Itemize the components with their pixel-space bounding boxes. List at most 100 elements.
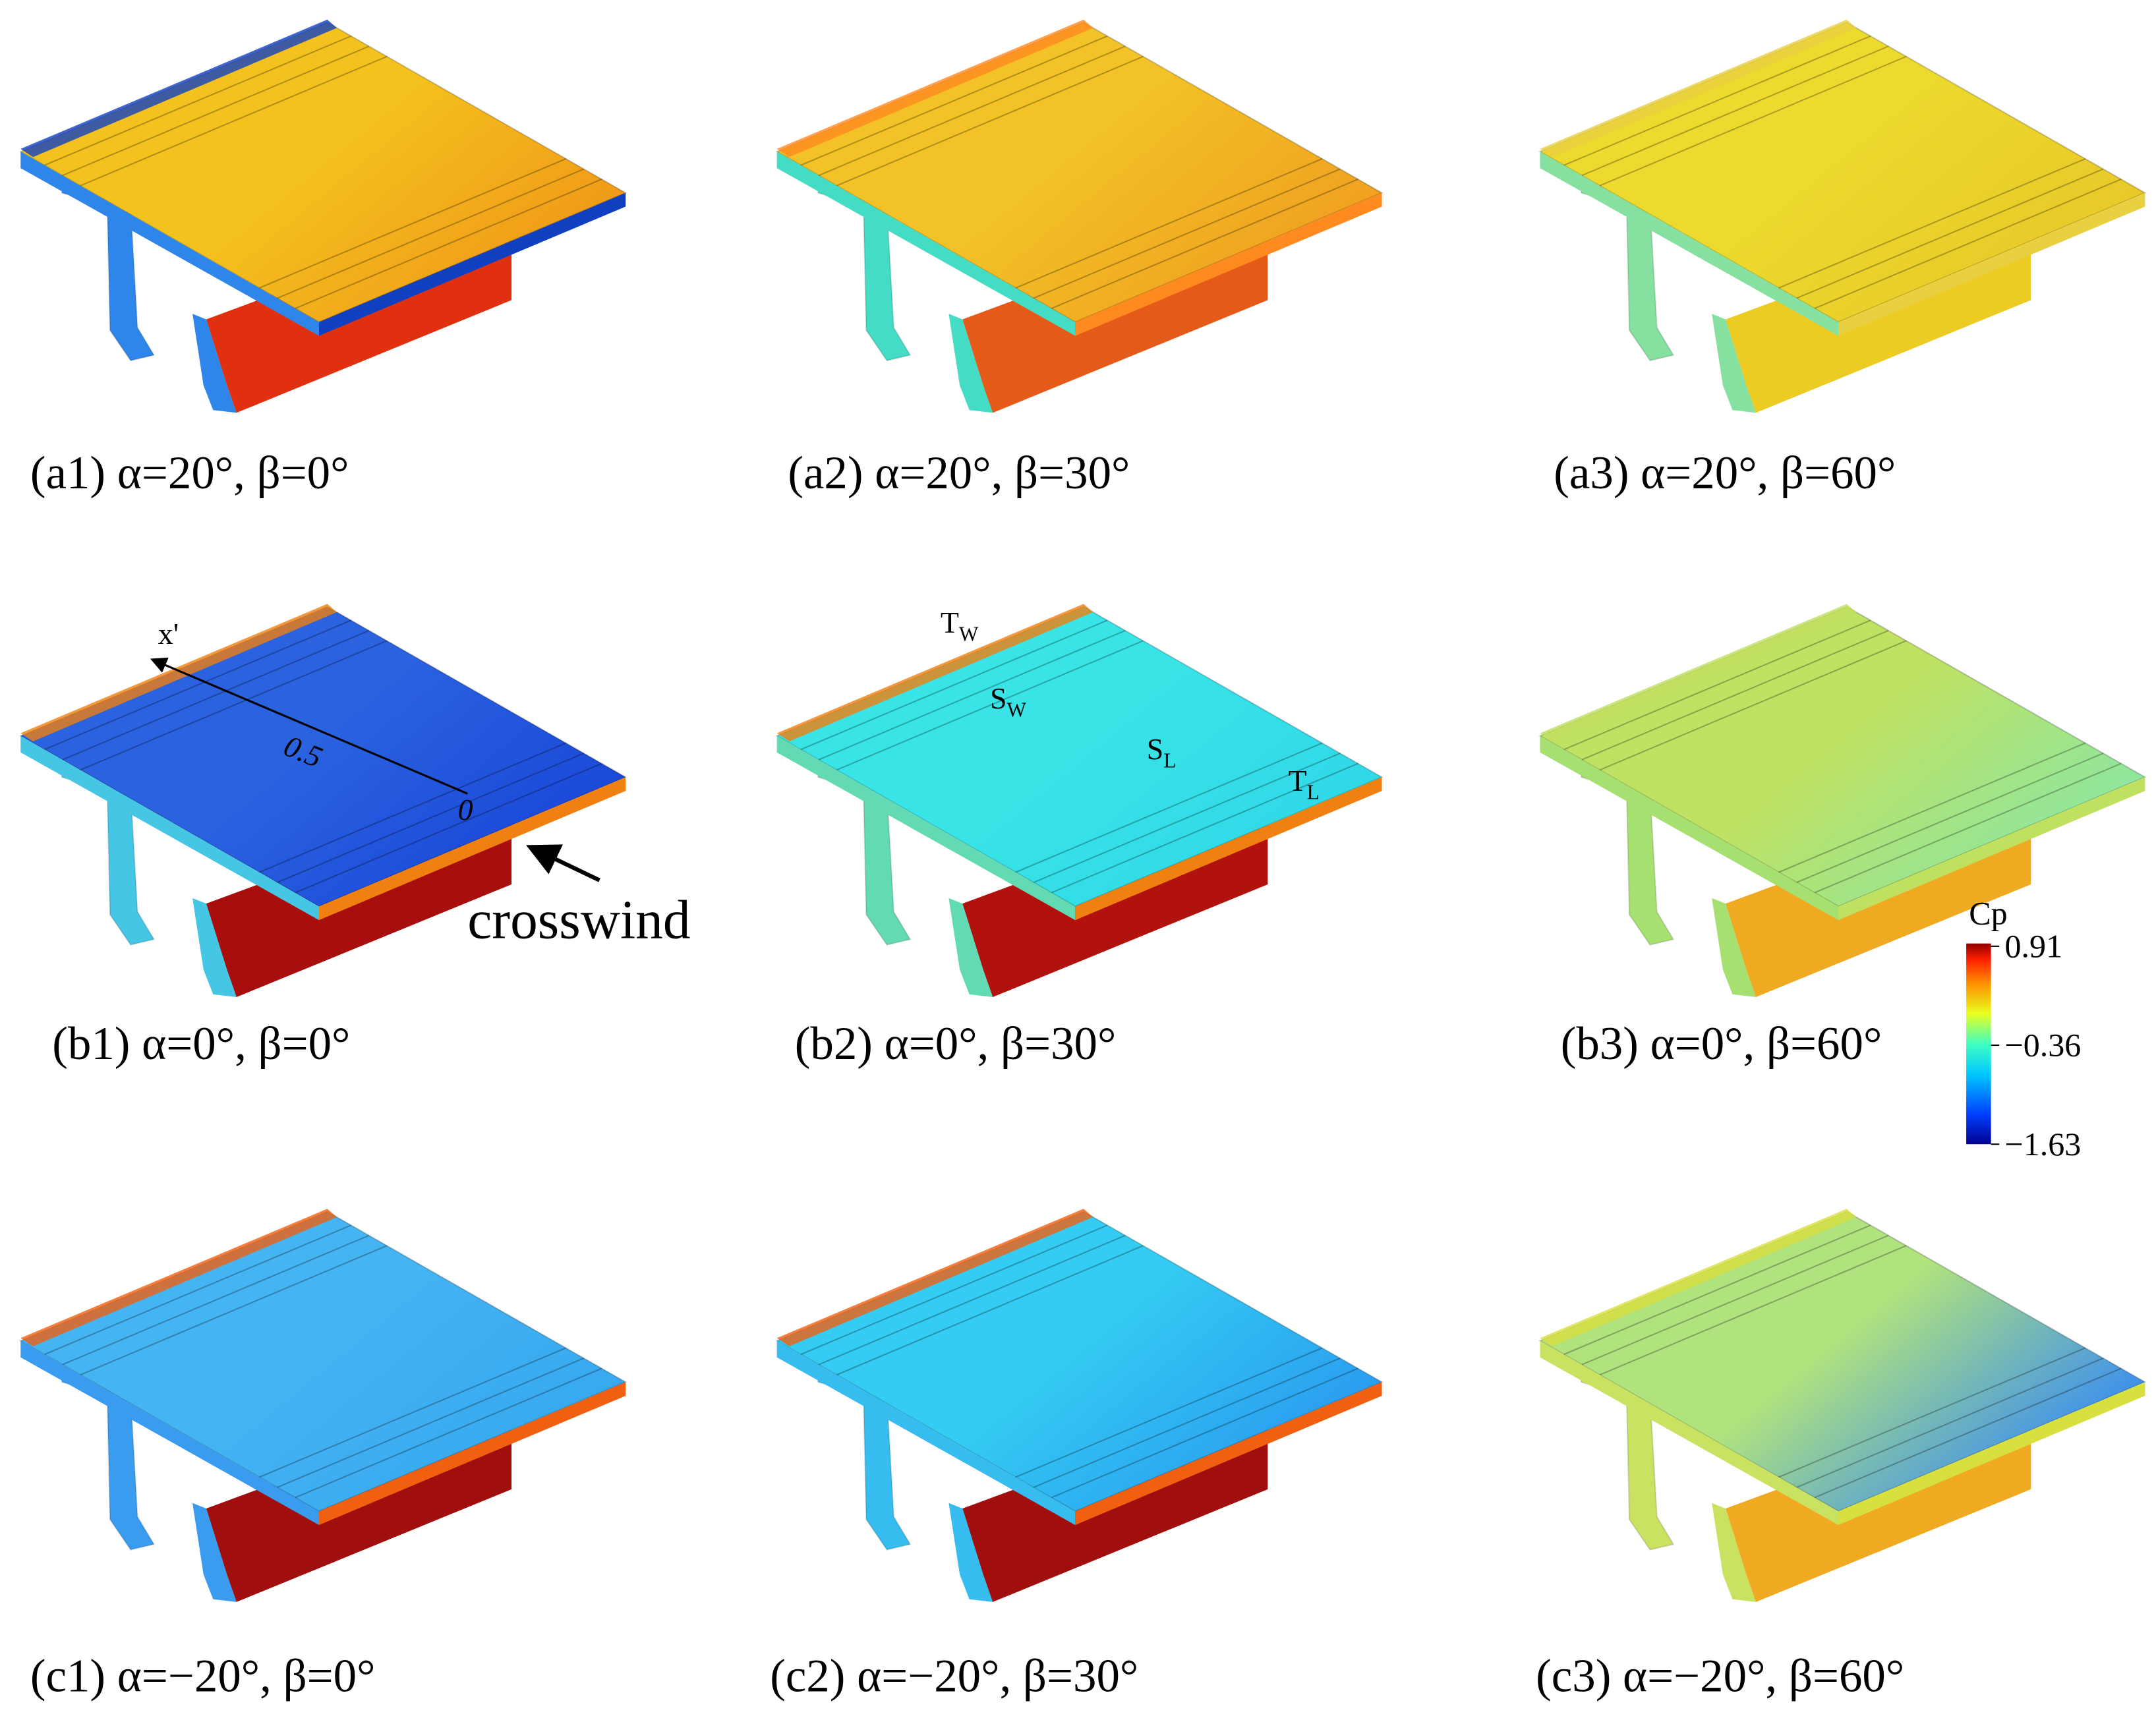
rib [1015,742,1323,873]
rib [277,753,585,884]
point-letter: S [1147,732,1164,766]
deck-edge [1540,735,1839,921]
panel-caption: (b3) α=0°, β=60° [1561,1018,1882,1070]
right-web-end [192,1503,237,1602]
rib [836,55,1144,187]
colorbar-title: Cp [1969,894,2007,931]
rib [818,45,1126,177]
rib [62,1234,370,1365]
deck-side [318,777,626,921]
rail [776,19,1093,158]
right-web-end [192,898,237,998]
point-label: TW [941,606,979,646]
deck-edge [776,152,1076,336]
right-web-end [948,898,993,998]
rail [1540,604,1857,742]
point-sub: L [1163,749,1176,772]
deck-side [1838,1382,2145,1526]
deck-edge [1540,152,1839,336]
rib [800,1224,1108,1356]
rib [1563,619,1871,751]
b2-annotations: TW SW SL TL [941,606,1320,803]
right-web-end [1712,1503,1756,1602]
rib [1033,753,1341,884]
deck-edge [776,735,1076,921]
rib [1796,1357,2104,1488]
colorbar-tick-label: −0.36 [2005,1027,2082,1064]
rail [1540,1209,1857,1346]
panel-caption: (c1) α=−20°, β=0° [30,1651,376,1702]
rib [1581,1234,1889,1365]
rib [295,762,602,894]
rib [1051,1367,1358,1499]
deck-panel: (a1) α=20°, β=0° [18,19,627,499]
rib [1796,168,2104,299]
rib [1051,762,1358,894]
rib [1015,1347,1323,1478]
rib [80,640,388,771]
rib [1051,179,1358,310]
rib [259,742,567,873]
deck-side [1075,1382,1382,1526]
rib [44,1224,352,1356]
deck-side [1838,777,2145,921]
panel-caption: (c3) α=−20°, β=60° [1536,1651,1904,1702]
panel-caption: (a3) α=20°, β=60° [1554,447,1896,499]
point-label: SW [990,681,1027,722]
point-label: SL [1147,732,1177,772]
deck-edge [1540,1340,1839,1526]
rib [62,629,370,761]
rib [1814,179,2122,310]
rib [1015,158,1323,289]
rib [1599,1245,1907,1376]
right-web-end [192,314,237,413]
colorbar-tick-label: 0.91 [2005,928,2063,965]
deck-edge [20,735,319,921]
rib [295,1367,602,1499]
rail [20,19,337,158]
rib [836,1245,1144,1376]
rail [776,1209,1093,1346]
rib [1796,753,2104,884]
rib [1033,168,1341,299]
rib [1778,742,2086,873]
deck-side [1838,192,2145,336]
deck-side [318,192,626,336]
deck-panel: (c3) α=−20°, β=60° [1536,1209,2147,1702]
rib [1581,629,1889,761]
right-web-end [948,314,993,413]
wind-arrow [526,844,600,882]
point-label: TL [1289,764,1320,804]
rail [1540,19,1857,158]
rib [1563,35,1871,166]
rib [836,640,1144,771]
rib [277,168,585,299]
right-web-end [1712,314,1756,413]
rib [1814,1367,2122,1499]
rib [1033,1357,1341,1488]
rib [1581,45,1889,177]
point-sub: L [1307,781,1320,804]
rib [44,619,352,751]
colorbar-gradient [1966,943,1991,1145]
rib [1563,1224,1871,1356]
colorbar: Cp 0.91 −0.36 −1.63 [1966,894,2081,1162]
rib [1778,1347,2086,1478]
panel-caption: (b2) α=0°, β=30° [795,1018,1117,1070]
deck-panel: (b3) α=0°, β=60° [1538,604,2147,1070]
rib [259,1347,567,1478]
axis-arrow [150,657,468,795]
rib [80,1245,388,1376]
rib [62,45,370,177]
rib [800,619,1108,751]
wind-label: crosswind [467,890,690,950]
axis-label: x' [158,617,179,650]
point-letter: T [1289,764,1307,797]
panel-caption: (b1) α=0°, β=0° [52,1018,350,1070]
deck-side [1075,777,1382,921]
rib [277,1357,585,1488]
deck-panel: (c1) α=−20°, β=0° [18,1209,627,1702]
point-sub: W [1007,698,1027,721]
